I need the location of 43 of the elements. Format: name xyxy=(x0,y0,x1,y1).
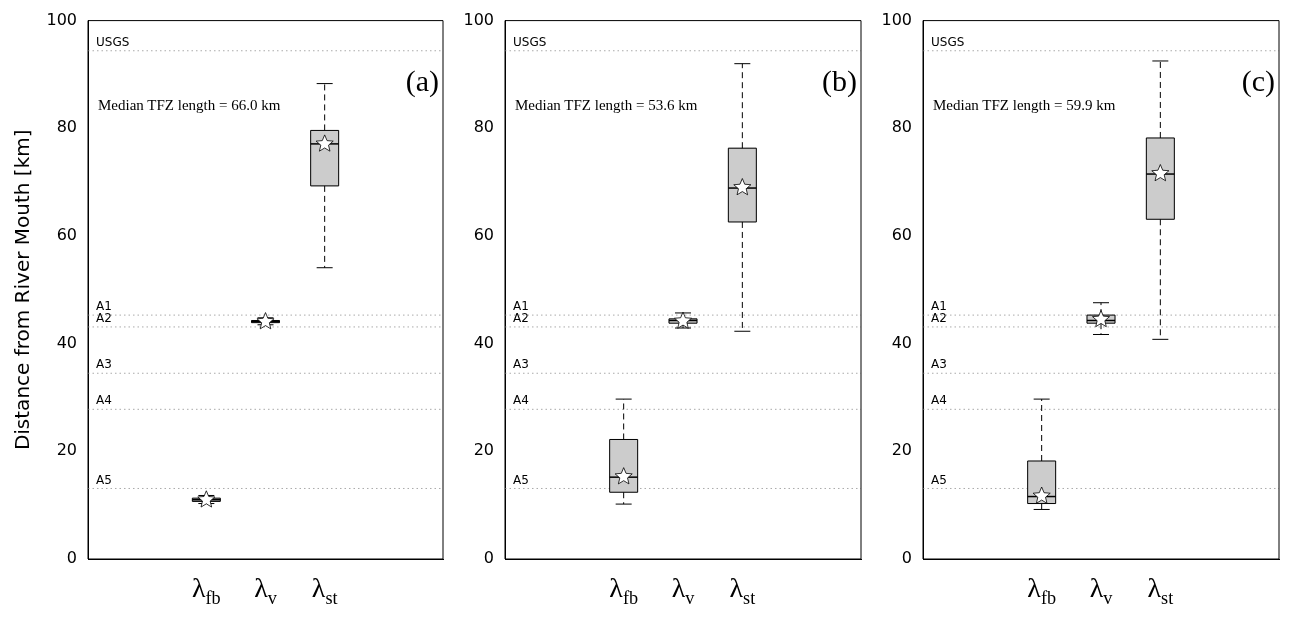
y-tick-label: 40 xyxy=(56,332,77,352)
ref-line-label: USGS xyxy=(96,34,130,49)
ref-line-label: A1 xyxy=(96,299,112,314)
y-tick-label: 20 xyxy=(56,440,77,460)
y-tick-label: 80 xyxy=(56,117,77,137)
y-tick-label: 40 xyxy=(473,332,494,352)
annotation: Median TFZ length = 59.9 km xyxy=(933,96,1116,113)
ref-line-label: A3 xyxy=(931,357,947,372)
y-tick-label: 60 xyxy=(473,225,494,245)
ref-line-label: A3 xyxy=(513,357,529,372)
ref-line-label: A4 xyxy=(96,393,112,408)
ref-line-label: USGS xyxy=(931,34,965,49)
ref-line-label: A5 xyxy=(96,472,112,487)
text: (c) xyxy=(1241,63,1275,98)
text: (a) xyxy=(405,63,439,98)
ref-line-label: A4 xyxy=(513,393,529,408)
ref-line-label: A2 xyxy=(513,311,529,326)
ref-line-label: USGS xyxy=(513,34,547,49)
y-tick-label: 100 xyxy=(881,9,912,29)
y-tick-label: 0 xyxy=(483,548,494,568)
annotation: Median TFZ length = 53.6 km xyxy=(515,96,698,113)
ref-line-label: A5 xyxy=(513,472,529,487)
y-tick-label: 100 xyxy=(463,9,494,29)
ref-line-label: A1 xyxy=(931,299,947,314)
y-tick-label: 60 xyxy=(891,225,912,245)
y-tick-label: 40 xyxy=(891,332,912,352)
text: (b) xyxy=(822,63,857,98)
ref-line-label: A2 xyxy=(931,311,947,326)
ref-line-label: A5 xyxy=(931,472,947,487)
y-tick-label: 0 xyxy=(901,548,912,568)
y-tick-label: 20 xyxy=(473,440,494,460)
y-tick-label: 80 xyxy=(473,117,494,137)
ref-line-label: A2 xyxy=(96,311,112,326)
ref-line-label: A3 xyxy=(96,357,112,372)
annotation: Median TFZ length = 66.0 km xyxy=(98,96,281,113)
ref-line-label: A4 xyxy=(931,393,947,408)
y-tick-label: 0 xyxy=(66,548,77,568)
y-tick-label: 20 xyxy=(891,440,912,460)
y-axis-title: Distance from River Mouth [km] xyxy=(10,129,35,451)
ref-line-label: A1 xyxy=(513,299,529,314)
y-tick-label: 100 xyxy=(46,9,77,29)
y-tick-label: 60 xyxy=(56,225,77,245)
y-tick-label: 80 xyxy=(891,117,912,137)
